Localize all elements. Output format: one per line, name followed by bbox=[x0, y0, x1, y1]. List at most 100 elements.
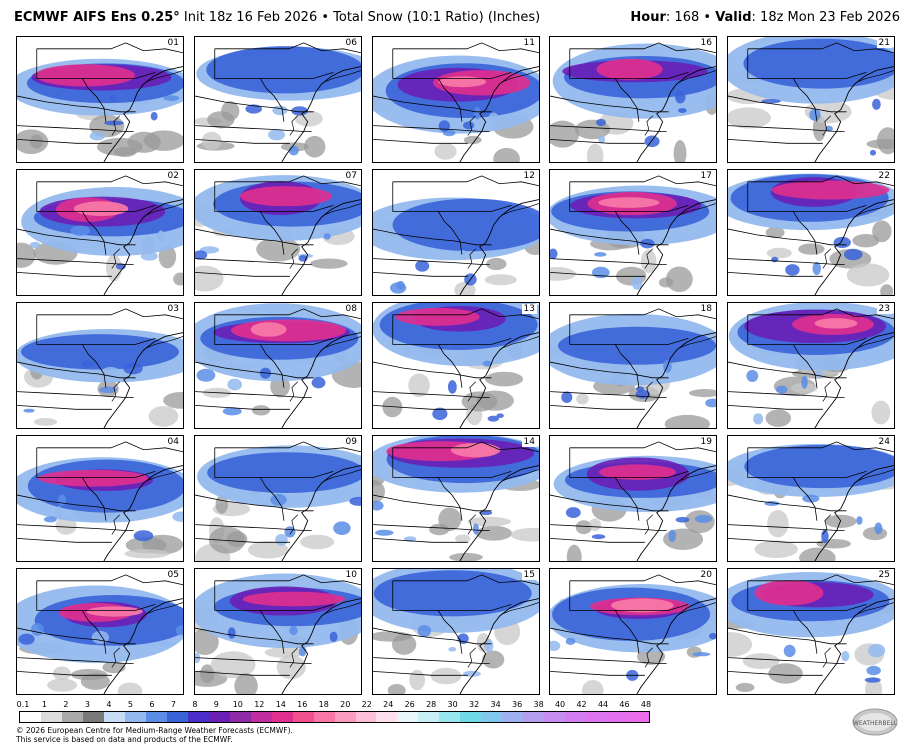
colorbar-tick-label: 42 bbox=[576, 700, 587, 709]
snow-contour bbox=[766, 247, 792, 259]
member-snow-map bbox=[373, 175, 539, 295]
snow-contour bbox=[234, 673, 258, 694]
state-border bbox=[792, 211, 818, 255]
snow-contour bbox=[148, 405, 179, 427]
member-number: 06 bbox=[343, 38, 359, 48]
ensemble-member-panel: 05 bbox=[16, 568, 184, 695]
state-border bbox=[214, 42, 361, 54]
snow-contour bbox=[868, 643, 886, 658]
state-border bbox=[747, 308, 894, 320]
coastline bbox=[103, 465, 183, 561]
colorbar-segment bbox=[418, 712, 440, 722]
coastline bbox=[856, 70, 894, 83]
colorbar-tick-label: 6 bbox=[149, 700, 155, 709]
coastline bbox=[103, 199, 183, 295]
state-border bbox=[373, 657, 490, 664]
state-border bbox=[17, 391, 134, 398]
snow-contour bbox=[163, 95, 180, 101]
coastline bbox=[281, 598, 361, 694]
snow-contour bbox=[594, 252, 607, 257]
state-border bbox=[259, 610, 285, 654]
snow-contour bbox=[472, 523, 479, 535]
snow-contour bbox=[833, 236, 851, 249]
state-border bbox=[392, 48, 512, 79]
colorbar-tick-label: 12 bbox=[254, 700, 265, 709]
colorbar-segment bbox=[313, 712, 335, 722]
state-border bbox=[36, 175, 183, 187]
snow-contour bbox=[311, 376, 326, 389]
member-number: 14 bbox=[521, 437, 537, 447]
snow-contour bbox=[434, 143, 457, 160]
colorbar-segment bbox=[586, 712, 608, 722]
ensemble-member-panel: 07 bbox=[194, 169, 362, 296]
member-number: 17 bbox=[698, 171, 714, 181]
snow-contour bbox=[242, 591, 346, 607]
valid-time: Hour: 168 • Valid: 18z Mon 23 Feb 2026 bbox=[630, 10, 900, 25]
coastline bbox=[459, 465, 539, 561]
snow-contour bbox=[275, 534, 288, 546]
snow-contour bbox=[675, 90, 686, 104]
state-border bbox=[195, 494, 314, 512]
snow-contour bbox=[598, 197, 660, 208]
snow-contour bbox=[874, 522, 883, 535]
degree-symbol: ° bbox=[173, 10, 180, 25]
state-border bbox=[550, 670, 645, 676]
service-text: This service is based on data and produc… bbox=[16, 735, 233, 744]
snow-contour bbox=[58, 494, 67, 506]
coastline bbox=[459, 199, 539, 295]
snow-contour bbox=[43, 516, 57, 523]
snow-contour bbox=[876, 127, 894, 155]
state-border bbox=[747, 447, 867, 478]
snow-contour bbox=[102, 661, 126, 674]
state-border bbox=[569, 42, 716, 54]
snow-contour bbox=[17, 129, 49, 155]
colorbar-segment bbox=[271, 712, 293, 722]
member-snow-map bbox=[373, 436, 539, 561]
coastline bbox=[636, 66, 716, 162]
coastline bbox=[822, 514, 832, 535]
state-border bbox=[569, 181, 689, 212]
coastline bbox=[644, 647, 654, 668]
state-border bbox=[17, 627, 136, 645]
snow-contour bbox=[814, 318, 858, 329]
state-border bbox=[550, 271, 645, 277]
snow-contour bbox=[210, 651, 256, 679]
snow-contour bbox=[109, 94, 117, 102]
state-border bbox=[614, 344, 640, 388]
ensemble-member-panel: 09 bbox=[194, 435, 362, 562]
snow-contour bbox=[565, 507, 581, 518]
colorbar-segment bbox=[544, 712, 566, 722]
colorbar-segment bbox=[61, 712, 83, 722]
snow-contour bbox=[678, 108, 687, 113]
state-border bbox=[214, 441, 361, 453]
snow-contour bbox=[825, 125, 833, 132]
ensemble-member-panel: 03 bbox=[16, 302, 184, 429]
snow-contour bbox=[783, 644, 796, 658]
state-border bbox=[392, 580, 512, 611]
colorbar-tick-label: 38 bbox=[533, 700, 544, 709]
ensemble-member-panel: 23 bbox=[727, 302, 895, 429]
state-border bbox=[214, 308, 361, 320]
ensemble-member-panel: 18 bbox=[549, 302, 717, 429]
state-border bbox=[36, 181, 156, 212]
snow-contour bbox=[227, 378, 243, 391]
colorbar-tick-label: 18 bbox=[318, 700, 329, 709]
snow-contour bbox=[485, 371, 524, 387]
snow-contour bbox=[728, 632, 753, 657]
ensemble-member-panel: 25 bbox=[727, 568, 895, 695]
state-border bbox=[17, 125, 134, 132]
colorbar-ticks: 0.1 1 2 3 4 5 6 7 8 9 10 12 14 16 18 20 22 24 26 28 30 32 34 36… bbox=[0, 700, 913, 712]
snow-contour bbox=[31, 623, 44, 636]
snow-contour bbox=[172, 511, 183, 522]
snow-contour bbox=[222, 407, 242, 416]
state-border bbox=[747, 48, 867, 79]
snow-contour bbox=[561, 391, 573, 403]
state-border bbox=[373, 138, 468, 144]
coastline bbox=[636, 598, 716, 694]
snow-contour bbox=[709, 632, 716, 640]
coastline bbox=[281, 465, 361, 561]
colorbar-tick-label: 46 bbox=[619, 700, 630, 709]
snow-contour bbox=[550, 640, 561, 651]
member-snow-map bbox=[195, 441, 361, 561]
snow-contour bbox=[250, 322, 287, 337]
